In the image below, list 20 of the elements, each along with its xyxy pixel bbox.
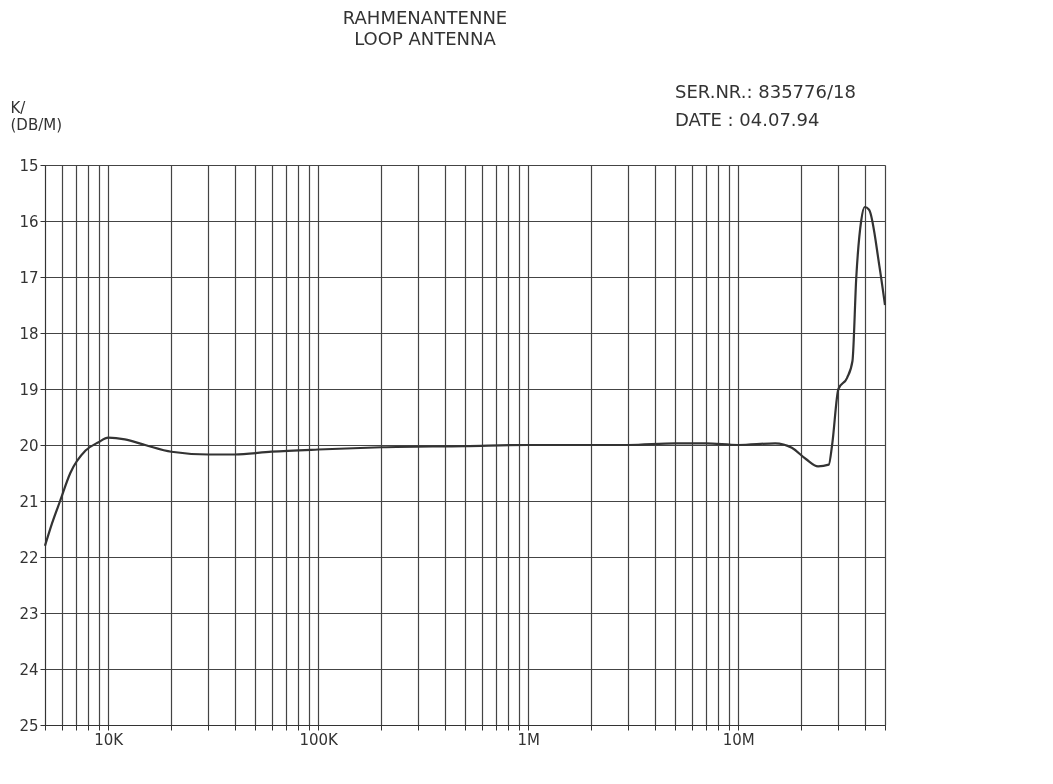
text: DATE : 04.07.94	[675, 109, 820, 130]
y-axis-title: K/ (DB/M)	[10, 98, 63, 134]
y-tick-label: 22	[19, 548, 39, 567]
y-tick-label: 20	[19, 436, 39, 455]
y-tick-label: 17	[19, 268, 39, 287]
y-tick-label: 19	[19, 380, 39, 399]
chart-title: RAHMENANTENNE	[342, 7, 508, 28]
x-tick-label: 100K	[299, 730, 340, 749]
text: SER.NR.: 835776/18	[675, 81, 856, 102]
y-tick-label: 18	[19, 324, 39, 343]
x-tick-label: 1M	[517, 730, 540, 749]
x-tick-label: 10M	[722, 730, 755, 749]
y-tick-label: 15	[19, 156, 39, 175]
x-tick-label: 10K	[94, 730, 125, 749]
y-tick-label: 25	[19, 716, 39, 735]
y-tick-label: 21	[19, 492, 39, 511]
y-tick-label: 16	[19, 212, 39, 231]
chart-subtitle: LOOP ANTENNA	[354, 28, 497, 49]
y-tick-label: 24	[19, 660, 39, 679]
y-tick-label: 23	[19, 604, 39, 623]
